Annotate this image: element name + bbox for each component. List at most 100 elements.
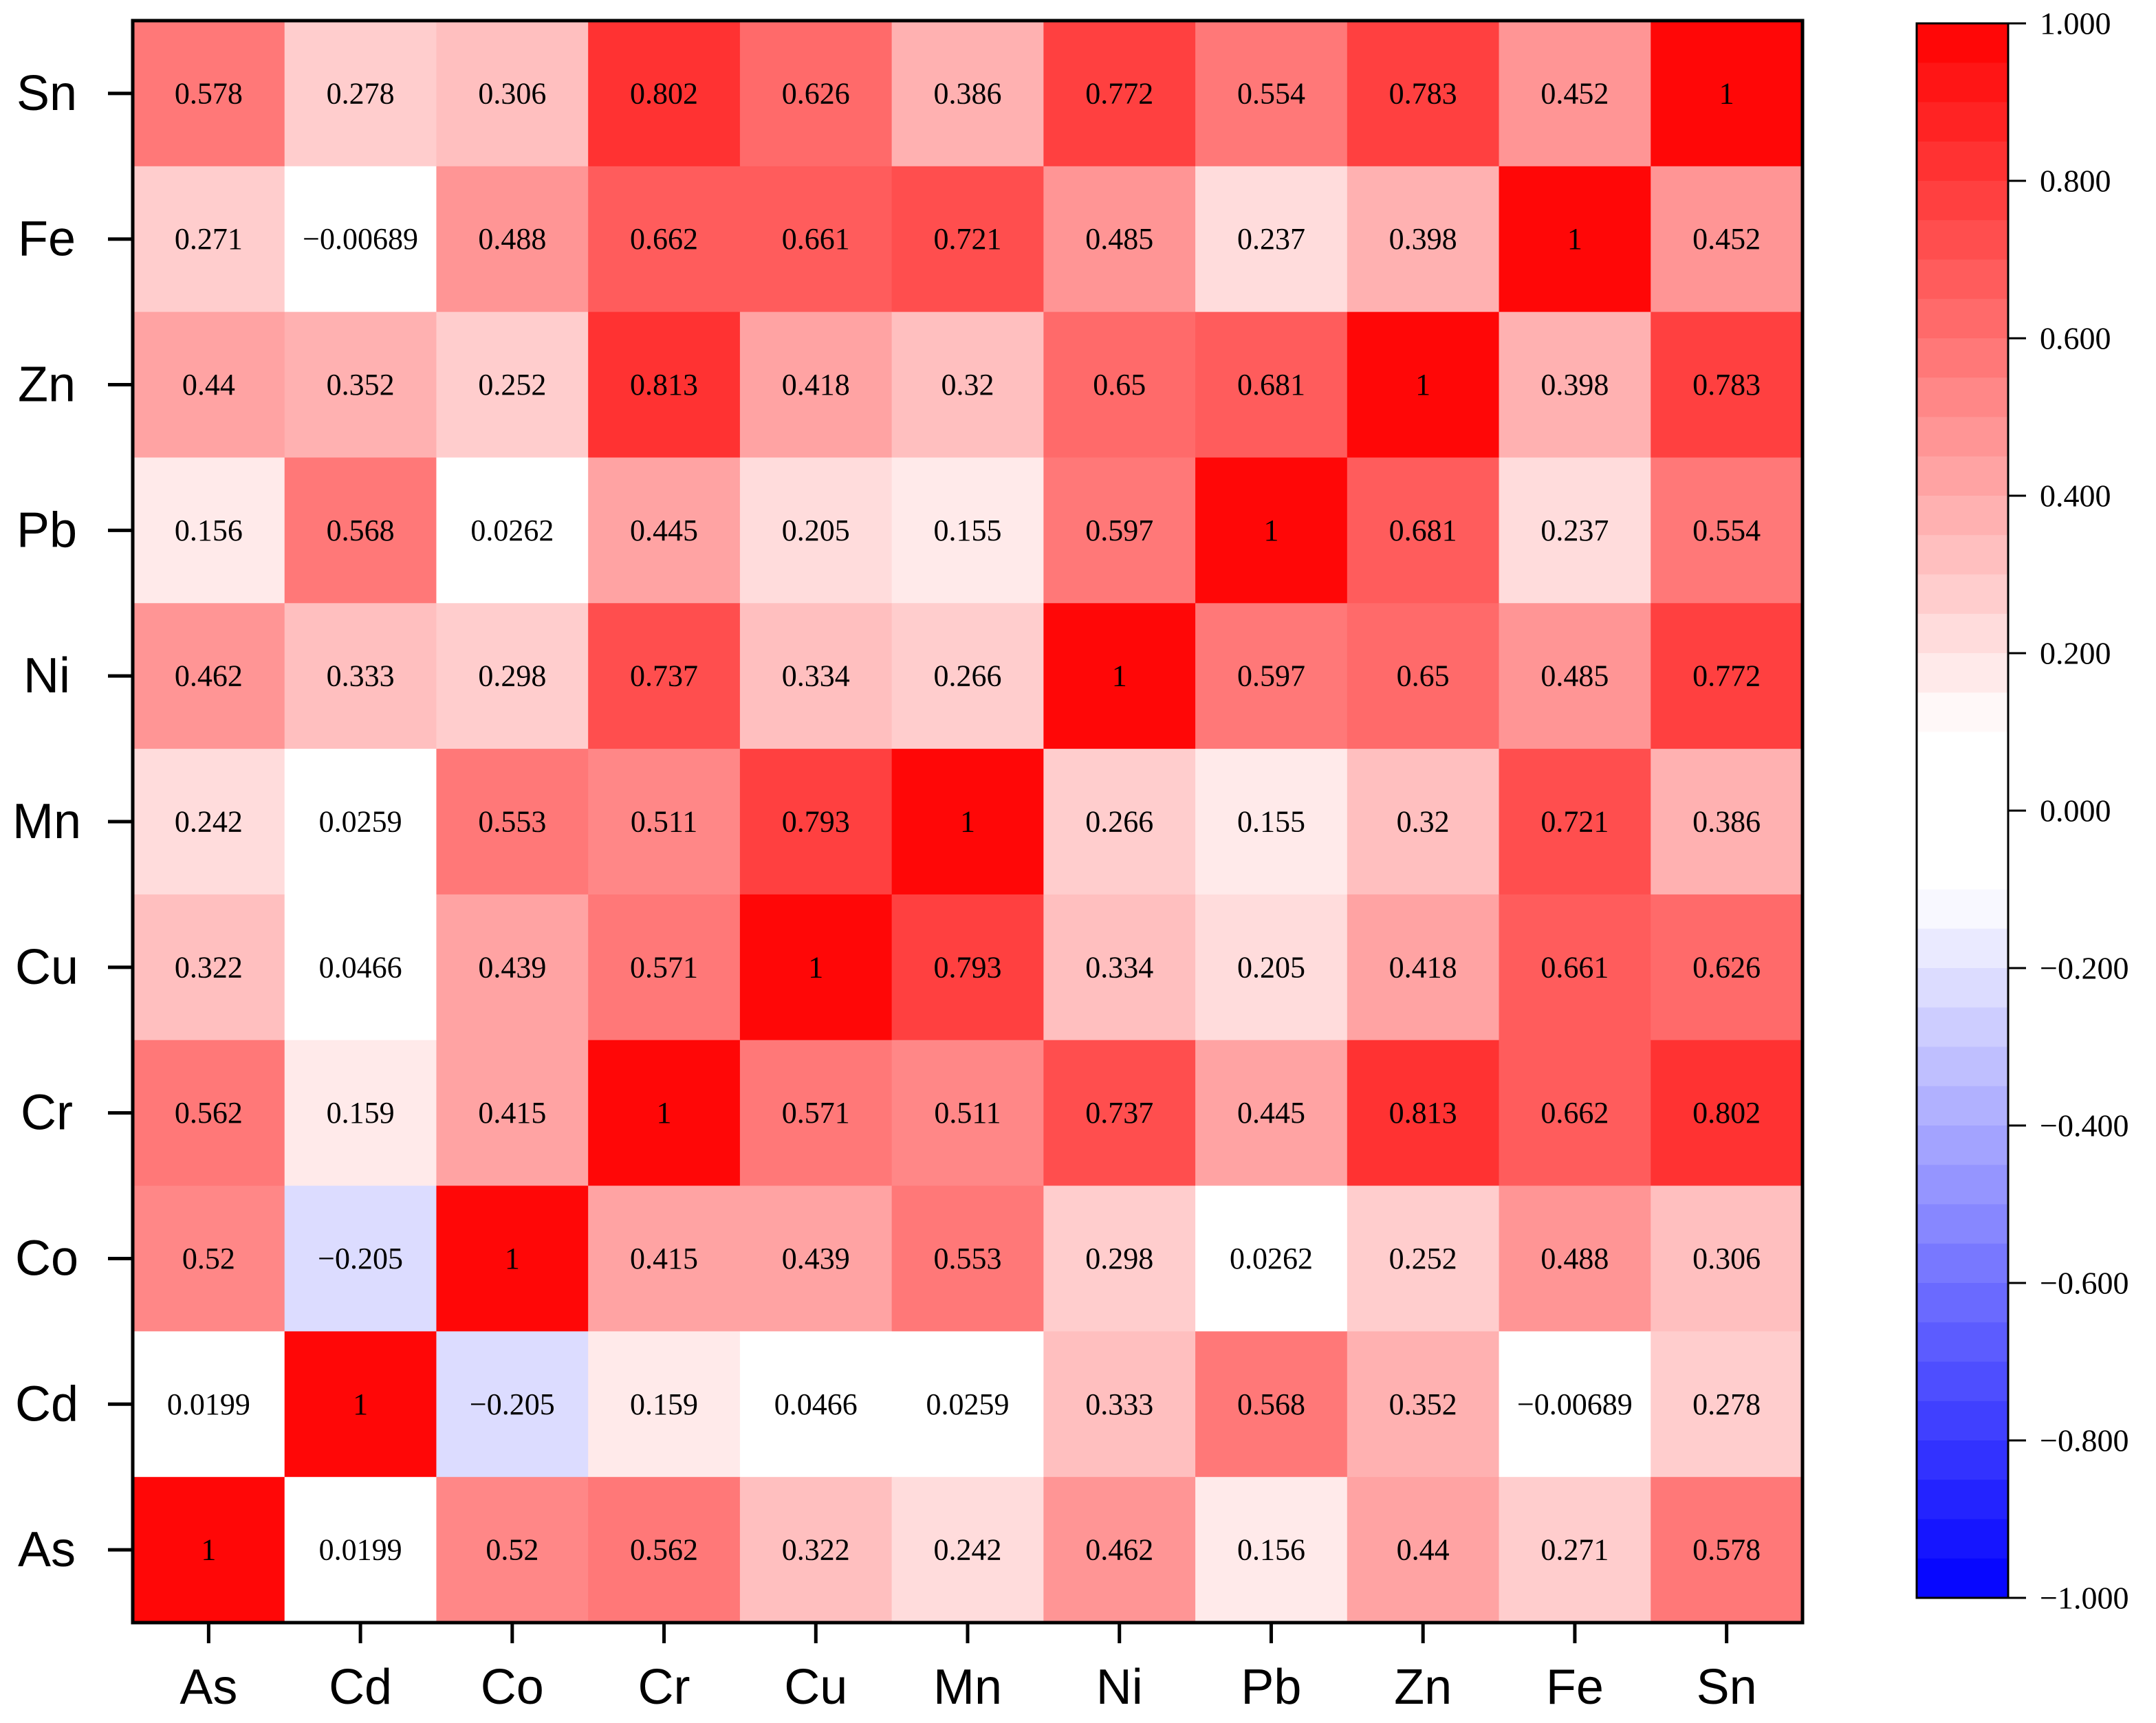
heatmap-cell-Ni-Zn (1347, 603, 1500, 749)
cell-value-Fe-As: 0.271 (175, 222, 243, 256)
colorbar-step (1917, 1401, 2008, 1441)
heatmap-cell-Cd-Zn (1347, 1331, 1500, 1478)
heatmap-cell-Zn-Cu (739, 311, 893, 459)
heatmap-cell-Ni-Fe (1499, 603, 1651, 749)
colorbar-step (1917, 850, 2008, 890)
heatmap-cell-Ni-Cr (588, 603, 741, 749)
cell-value-Pb-Cu: 0.205 (782, 514, 850, 547)
x-tick-label-Cr: Cr (638, 1660, 690, 1715)
x-tick-label-Co: Co (481, 1660, 544, 1715)
heatmap-cell-Cu-Fe (1499, 894, 1651, 1041)
colorbar-step (1917, 259, 2008, 300)
heatmap-cell-Pb-Ni (1043, 457, 1196, 604)
heatmap-cell-Cu-Sn (1651, 894, 1803, 1041)
heatmap-cell-Ni-Cu (739, 603, 893, 749)
heatmap-cell-Ni-Sn (1651, 603, 1803, 749)
heatmap-cell-Pb-Zn (1347, 457, 1500, 604)
colorbar-step (1917, 732, 2008, 772)
colorbar: 1.000 0.800 0.600 0.400 0.200 0.000 −0.200 −0.4… (1915, 6, 2128, 1616)
colorbar-tick-label: 0.600 (2040, 321, 2111, 356)
cell-value-Mn-Mn: 1 (960, 805, 975, 839)
heatmap-cell-Sn-Cr (588, 21, 741, 167)
heatmap-cell-Sn-Cu (739, 21, 893, 167)
cell-value-Cu-Fe: 0.661 (1540, 950, 1609, 984)
cell-value-As-Mn: 0.242 (934, 1533, 1002, 1567)
cell-value-Zn-Mn: 0.32 (941, 368, 994, 402)
heatmap-cell-Cu-As (133, 894, 285, 1041)
colorbar-step (1917, 928, 2008, 969)
cell-value-Fe-Cu: 0.661 (782, 222, 850, 256)
cell-value-As-Cu: 0.322 (782, 1533, 850, 1567)
cell-value-As-Zn: 0.44 (1397, 1533, 1450, 1567)
heatmap-cell-Cd-Fe (1499, 1331, 1651, 1478)
cell-value-Fe-Mn: 0.721 (934, 222, 1002, 256)
heatmap-cell-Cd-Mn (891, 1331, 1044, 1478)
heatmap-cell-Ni-As (133, 603, 285, 749)
cell-value-Pb-Pb: 1 (1263, 514, 1278, 547)
heatmap-cell-Pb-Cu (739, 457, 893, 604)
y-tick-label-Ni: Ni (23, 648, 70, 703)
heatmap-cell-Cu-Co (436, 894, 589, 1041)
cell-value-Co-Ni: 0.298 (1085, 1242, 1153, 1275)
heatmap-cell-Cu-Pb (1195, 894, 1348, 1041)
heatmap-cell-Zn-Cr (588, 311, 741, 459)
cell-value-Mn-Cd: 0.0259 (319, 805, 402, 839)
cell-value-Co-Cu: 0.439 (782, 1242, 850, 1275)
x-tick-label-Ni: Ni (1096, 1660, 1143, 1715)
x-tick-label-Fe: Fe (1546, 1660, 1604, 1715)
heatmap-cell-Pb-Cr (588, 457, 741, 604)
cell-value-Co-Pb: 0.0262 (1230, 1242, 1313, 1275)
heatmap-cell-Ni-Mn (891, 603, 1044, 749)
cell-value-Cr-Ni: 0.737 (1085, 1096, 1153, 1130)
heatmap-cell-Co-Mn (891, 1185, 1044, 1332)
colorbar-tick-label: −0.600 (2040, 1266, 2128, 1301)
cell-value-Co-Sn: 0.306 (1692, 1242, 1761, 1275)
heatmap-cell-Cu-Cr (588, 894, 741, 1041)
heatmap-cell-As-Cr (588, 1477, 741, 1623)
cell-value-Fe-Pb: 0.237 (1237, 222, 1305, 256)
heatmap-cells: 0.578 0.278 0.306 0.802 0.626 0.386 0.772 0.554… (133, 21, 1803, 1623)
heatmap-cell-Sn-Fe (1499, 21, 1651, 167)
colorbar-step (1917, 1361, 2008, 1402)
cell-value-Fe-Cd: −0.00689 (303, 222, 418, 256)
colorbar-tick-label: 0.400 (2040, 479, 2111, 514)
heatmap-cell-Ni-Co (436, 603, 589, 749)
heatmap-cell-Fe-Mn (891, 166, 1044, 313)
colorbar-step (1917, 417, 2008, 457)
heatmap-cell-Sn-Co (436, 21, 589, 167)
cell-value-Pb-Mn: 0.155 (934, 514, 1002, 547)
cell-value-Pb-Sn: 0.554 (1692, 514, 1761, 547)
heatmap-cell-Cd-Sn (1651, 1331, 1803, 1478)
cell-value-Pb-As: 0.156 (175, 514, 243, 547)
cell-value-As-Co: 0.52 (486, 1533, 538, 1567)
colorbar-step (1917, 1165, 2008, 1205)
heatmap-cell-Cd-Cd (284, 1331, 437, 1478)
cell-value-Sn-Zn: 0.783 (1389, 76, 1457, 110)
heatmap-cell-Co-As (133, 1185, 285, 1332)
cell-value-Sn-Mn: 0.386 (934, 76, 1002, 110)
cell-value-Pb-Cd: 0.568 (327, 514, 395, 547)
x-axis: As Cd Co Cr Cu Mn Ni Pb Zn Fe Sn (179, 1623, 1757, 1715)
heatmap-cell-Co-Cu (739, 1185, 893, 1332)
cell-value-Cd-Mn: 0.0259 (926, 1387, 1010, 1421)
heatmap-cell-Fe-Fe (1499, 166, 1651, 313)
x-tick-label-Cd: Cd (329, 1660, 392, 1715)
colorbar-step (1917, 1086, 2008, 1126)
cell-value-Cd-Fe: −0.00689 (1517, 1387, 1633, 1421)
heatmap-cell-Pb-Mn (891, 457, 1044, 604)
cell-value-Fe-Ni: 0.485 (1085, 222, 1153, 256)
colorbar-tick-label: 0.200 (2040, 636, 2111, 671)
heatmap-cell-Mn-As (133, 749, 285, 895)
cell-value-Co-Cd: −0.205 (318, 1242, 403, 1275)
heatmap-cell-Fe-Co (436, 166, 589, 313)
cell-value-Co-Zn: 0.252 (1389, 1242, 1457, 1275)
cell-value-Cd-Cd: 1 (353, 1387, 368, 1421)
heatmap-cell-As-Pb (1195, 1477, 1348, 1623)
heatmap-cell-Cu-Cd (284, 894, 437, 1041)
heatmap-cell-Zn-Co (436, 311, 589, 459)
heatmap-cell-Pb-Pb (1195, 457, 1348, 604)
heatmap-cell-Cr-Cd (284, 1040, 437, 1187)
heatmap-cell-Fe-As (133, 166, 285, 313)
heatmap-cell-Co-Co (436, 1185, 589, 1332)
